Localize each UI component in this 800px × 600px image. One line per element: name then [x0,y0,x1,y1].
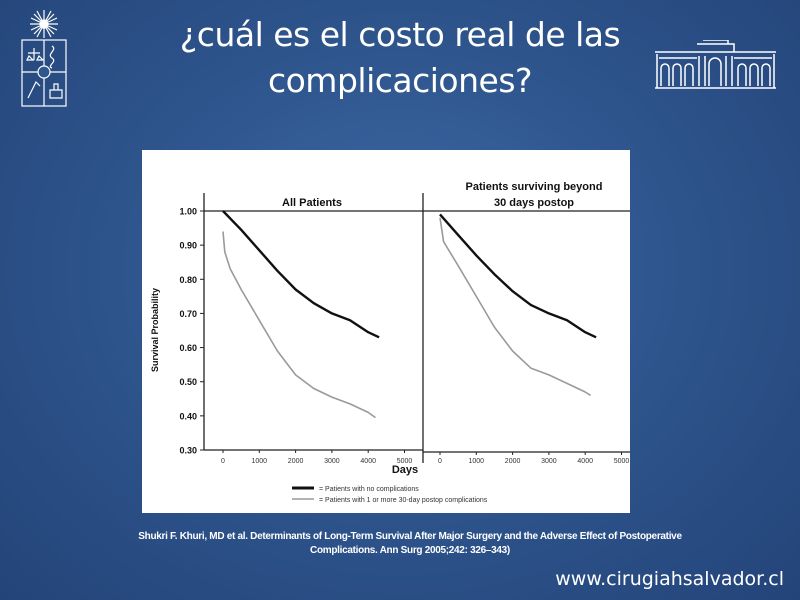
legend-label: = Patients with 1 or more 30-day postop … [319,497,488,504]
survival-chart-svg: All Patients 0 1000 2000 3000 4000 5000 Patient… [150,181,630,504]
x-tick-label: 2000 [288,458,304,465]
x-tick-label: 3000 [541,458,557,465]
y-tick-label: 0.80 [179,275,197,285]
title-line-1: ¿cuál es el costo real de las [179,15,621,54]
university-seal-logo [21,10,67,107]
y-tick-label: 1.00 [179,207,197,217]
y-axis-label: Survival Probability [150,288,160,372]
footer-website: www.cirugiahsalvador.cl [555,568,784,590]
citation: Shukri F. Khuri, MD et al. Determinants … [90,530,730,558]
y-tick-label: 0.90 [179,241,197,251]
series-line-with-complications [222,231,376,419]
panel-title-line-1: Patients surviving beyond [466,181,603,193]
title-line-2: complicaciones? [267,61,533,100]
x-tick-label: 1000 [252,458,268,465]
series-line-no-complications [439,213,597,339]
x-tick-label: 1000 [469,458,485,465]
slide-title: ¿cuál es el costo real de las complicaci… [120,12,680,104]
y-tick-label: 0.60 [179,343,197,353]
x-tick-label: 0 [438,458,442,465]
survival-chart: All Patients 0 1000 2000 3000 4000 5000 Patient… [142,150,630,513]
y-tick-label: 0.50 [179,377,197,387]
y-tick-label: 0.40 [179,411,197,421]
panel-title-line-2: 30 days postop [494,197,574,209]
x-axis-label: Days [392,464,418,476]
series-line-with-complications [439,217,592,397]
x-tick-label: 3000 [324,458,340,465]
x-tick-label: 0 [221,458,225,465]
legend-label: = Patients with no complications [319,486,419,493]
y-tick-label: 0.70 [179,309,197,319]
panel-title: All Patients [282,197,342,209]
x-tick-label: 2000 [505,458,521,465]
series-line-no-complications [222,210,380,339]
sun-rays-icon [30,10,58,38]
hospital-building-logo [655,40,776,89]
citation-line-1: Shukri F. Khuri, MD et al. Determinants … [138,531,682,542]
y-tick-label: 0.30 [179,446,197,456]
x-tick-label: 4000 [577,458,593,465]
x-tick-label: 4000 [360,458,376,465]
citation-line-2: Complications. Ann Surg 2005;242: 326–34… [310,545,510,556]
x-tick-label: 5000 [614,458,630,465]
x-tick-label: 5000 [397,458,413,465]
